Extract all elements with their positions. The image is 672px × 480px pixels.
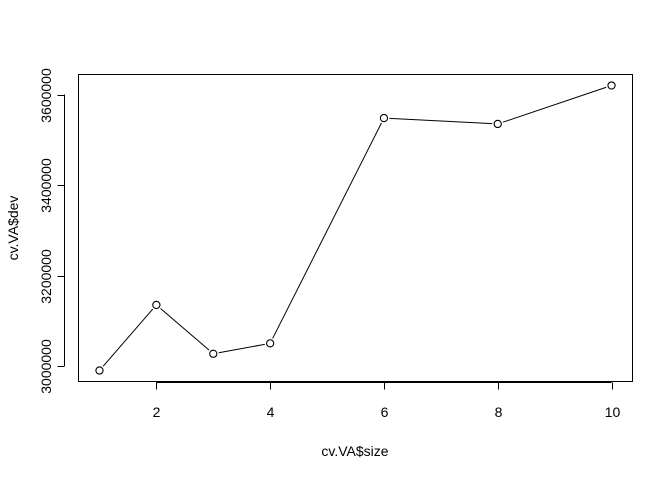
series-line-segment — [102, 308, 154, 367]
plot-frame — [78, 74, 633, 382]
series-line-segment — [160, 308, 210, 351]
data-point — [209, 349, 218, 358]
x-tick-label: 10 — [605, 404, 621, 420]
series-line-segment — [502, 86, 607, 123]
series-line-segment — [218, 343, 265, 354]
y-axis-label: cv.VA$dev — [5, 196, 21, 261]
y-tick-label: 3400000 — [38, 158, 54, 213]
data-point — [152, 300, 161, 310]
x-axis-label: cv.VA$size — [321, 443, 388, 459]
series-dev — [95, 81, 616, 375]
data-point — [266, 339, 275, 348]
x-tick-label: 4 — [267, 404, 275, 420]
data-point — [95, 366, 104, 375]
data-point — [379, 113, 389, 123]
x-tick-label: 8 — [495, 404, 503, 420]
x-axis: 2 4 6 8 10 — [153, 382, 621, 420]
series-line-segment — [389, 117, 493, 125]
x-tick-label: 2 — [153, 404, 161, 420]
data-point — [607, 81, 616, 90]
y-tick-label: 3000000 — [38, 339, 54, 394]
series-line-segment — [272, 122, 382, 339]
y-axis: 3000000 3200000 3400000 3600000 — [38, 68, 65, 394]
data-point — [493, 119, 502, 129]
y-tick-label: 3200000 — [38, 249, 54, 304]
y-tick-label: 3600000 — [38, 68, 54, 123]
x-tick-label: 6 — [381, 404, 389, 420]
